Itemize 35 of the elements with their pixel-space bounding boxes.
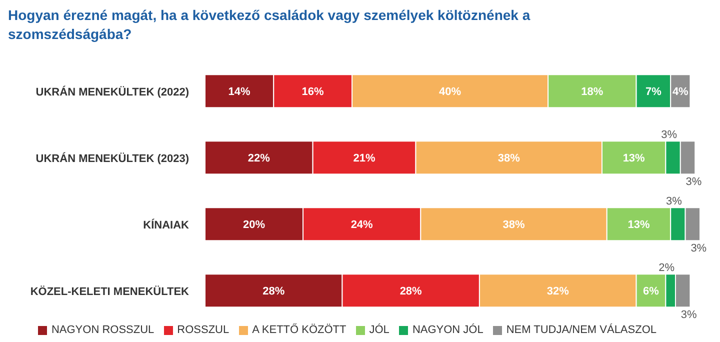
- legend-label: NAGYON JÓL: [412, 324, 484, 336]
- data-label: 13%: [622, 152, 646, 165]
- data-label: 3%: [690, 242, 707, 255]
- data-label: 6%: [643, 286, 660, 298]
- data-label: 16%: [302, 86, 324, 98]
- data-label: 38%: [498, 152, 520, 165]
- data-label: 7%: [645, 86, 662, 98]
- data-label: 28%: [262, 286, 285, 298]
- data-label: 3%: [661, 129, 678, 142]
- data-label: 28%: [400, 286, 422, 298]
- data-label: 32%: [546, 286, 570, 298]
- data-label: 38%: [502, 219, 525, 232]
- legend-label: NEM TUDJA/NEM VÁLASZOL: [506, 324, 657, 336]
- y-tick-label: UKRÁN MENEKÜLTEK (2023): [36, 152, 190, 165]
- data-label: 40%: [439, 86, 462, 98]
- legend-label: NAGYON ROSSZUL: [51, 324, 154, 336]
- data-label: 3%: [666, 196, 682, 208]
- y-tick-label: KÍNAIAK: [143, 218, 190, 232]
- data-label: 2%: [658, 262, 675, 274]
- legend-label: ROSSZUL: [177, 324, 230, 336]
- data-label: 21%: [353, 152, 376, 165]
- data-label: 3%: [686, 176, 702, 188]
- legend-label: A KETTŐ KÖZÖTT: [252, 324, 346, 336]
- data-label: 14%: [228, 86, 251, 98]
- chart-title: Hogyan érezné magát, ha a következő családok vagy személyek költöznének a szomszédságába?: [7, 6, 532, 44]
- legend-label: JÓL: [369, 324, 390, 336]
- data-label: 18%: [581, 86, 604, 98]
- data-label: 4%: [672, 86, 689, 98]
- data-label: 20%: [242, 219, 266, 232]
- y-tick-label: UKRÁN MENEKÜLTEK (2022): [36, 85, 190, 98]
- data-label: 24%: [350, 219, 374, 232]
- data-label: 22%: [248, 152, 270, 165]
- data-label: 3%: [680, 309, 698, 322]
- data-label: 13%: [628, 219, 650, 232]
- y-tick-label: KÖZEL-KELETI MENEKÜLTEK: [30, 284, 190, 298]
